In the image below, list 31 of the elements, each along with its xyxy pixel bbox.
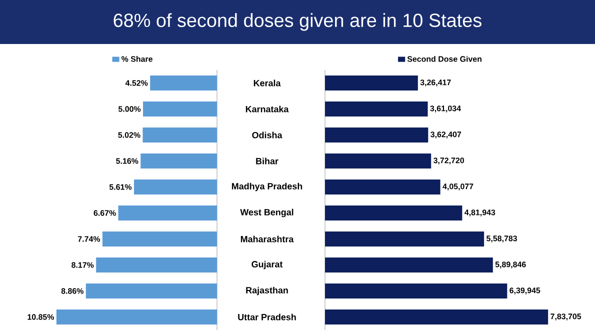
y-tick-label: Rajasthan (246, 286, 288, 296)
bar (142, 128, 217, 143)
bar (325, 76, 418, 91)
y-tick-label: Kerala (254, 80, 281, 86)
bar (118, 206, 217, 221)
bar (325, 128, 428, 143)
y-tick-label: Karnataka (246, 106, 289, 112)
bar (325, 180, 440, 195)
bar (325, 310, 548, 325)
y-tick-label: Gujarat (252, 260, 283, 270)
text: 68% of second doses given are in 10 States (114, 13, 482, 31)
y-tick-label: Uttar Pradesh (238, 314, 296, 320)
y-tick-label: Maharashtra (240, 236, 294, 242)
bar (102, 232, 217, 247)
bar (325, 258, 493, 273)
y-tick-label: Madhya Pradesh (232, 182, 302, 192)
bar (325, 102, 428, 117)
bar (325, 206, 462, 221)
bar (325, 154, 432, 169)
bar (56, 310, 217, 325)
bar (86, 284, 217, 299)
bar (325, 284, 508, 299)
bar (134, 180, 217, 195)
bar (143, 102, 217, 117)
bar (325, 232, 484, 247)
y-tick-label: Bihar (256, 158, 278, 164)
bar (96, 258, 217, 273)
y-tick-label: Odisha (252, 132, 282, 138)
y-tick-label: West Bengal (240, 208, 294, 218)
bar (150, 76, 217, 91)
bar (140, 154, 217, 169)
